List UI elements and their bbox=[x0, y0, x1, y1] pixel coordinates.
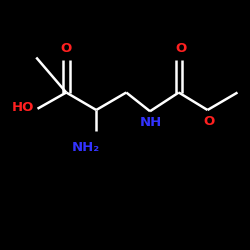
Text: NH₂: NH₂ bbox=[72, 141, 100, 154]
Text: NH: NH bbox=[140, 116, 162, 129]
Text: O: O bbox=[203, 115, 214, 128]
Text: O: O bbox=[176, 42, 187, 55]
Text: O: O bbox=[60, 42, 72, 55]
Text: HO: HO bbox=[11, 101, 34, 114]
